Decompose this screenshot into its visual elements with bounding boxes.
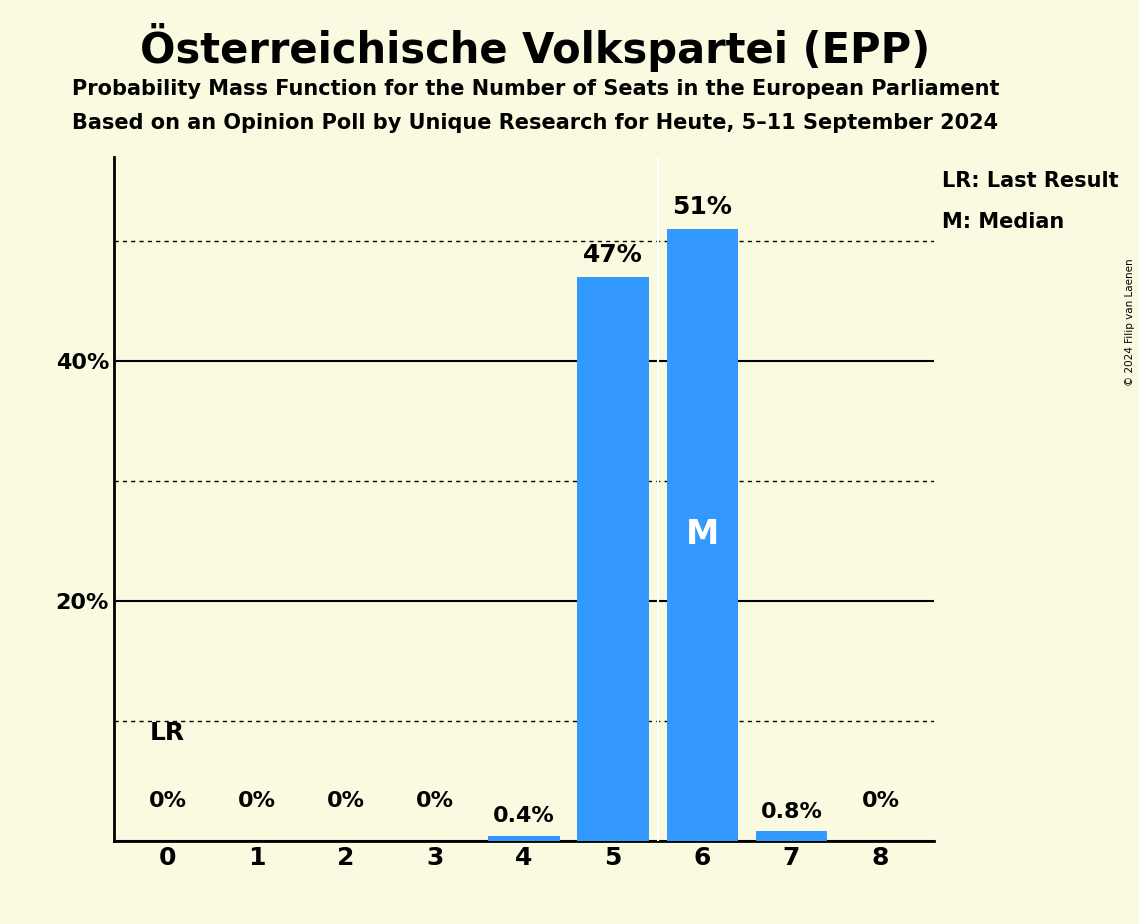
Text: 0.8%: 0.8%	[761, 802, 822, 821]
Text: Based on an Opinion Poll by Unique Research for Heute, 5–11 September 2024: Based on an Opinion Poll by Unique Resea…	[72, 113, 999, 133]
Text: LR: LR	[150, 721, 185, 745]
Text: Probability Mass Function for the Number of Seats in the European Parliament: Probability Mass Function for the Number…	[72, 79, 999, 99]
Text: 47%: 47%	[583, 243, 642, 267]
Bar	[489, 836, 559, 841]
Text: 51%: 51%	[672, 196, 732, 220]
Text: 0.4%: 0.4%	[493, 807, 555, 826]
Text: 0%: 0%	[238, 791, 276, 811]
Text: M: Median: M: Median	[942, 212, 1065, 232]
Bar	[577, 277, 649, 841]
Bar	[666, 229, 738, 841]
Bar	[755, 832, 827, 841]
Text: 0%: 0%	[861, 791, 900, 811]
Text: © 2024 Filip van Laenen: © 2024 Filip van Laenen	[1125, 259, 1134, 386]
Text: Österreichische Volkspartei (EPP): Österreichische Volkspartei (EPP)	[140, 23, 931, 72]
Text: LR: Last Result: LR: Last Result	[942, 171, 1118, 190]
Text: 0%: 0%	[327, 791, 364, 811]
Text: M: M	[686, 518, 719, 552]
Text: 0%: 0%	[416, 791, 453, 811]
Text: 0%: 0%	[148, 791, 187, 811]
